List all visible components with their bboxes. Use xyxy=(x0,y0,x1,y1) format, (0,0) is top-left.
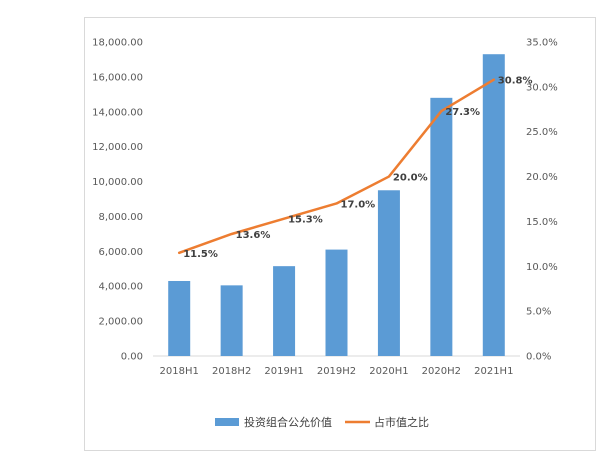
y-left-tick-label: 6,000.00 xyxy=(98,247,143,258)
y-right-tick-label: 0.0% xyxy=(526,352,551,363)
y-right-tick-label: 30.0% xyxy=(526,82,558,93)
line-series-market-share xyxy=(177,78,496,255)
x-tick-label: 2018H2 xyxy=(212,366,251,377)
y-left-tick-label: 10,000.00 xyxy=(92,177,143,188)
bar-2020H2 xyxy=(430,97,453,357)
bar-2021H1 xyxy=(482,54,505,356)
chart-frame xyxy=(84,17,596,451)
legend-label-bar: 投资组合公允价值 xyxy=(244,415,332,429)
line-data-label: 27.3% xyxy=(445,107,480,118)
bar-2019H1 xyxy=(273,266,296,356)
line-data-label: 11.5% xyxy=(183,249,218,260)
x-tick-label: 2019H2 xyxy=(317,366,356,377)
bar-2018H1 xyxy=(168,280,191,356)
x-tick-label: 2019H1 xyxy=(264,366,303,377)
line-data-label: 20.0% xyxy=(393,173,428,184)
y-right-tick-label: 35.0% xyxy=(526,38,558,49)
y-left-tick-label: 14,000.00 xyxy=(92,107,143,118)
x-tick-label: 2020H2 xyxy=(422,366,461,377)
legend-label-line: 占市值之比 xyxy=(374,415,429,429)
bar-2019H2 xyxy=(325,249,348,356)
y-left-tick-label: 12,000.00 xyxy=(92,142,143,153)
x-tick-label: 2018H1 xyxy=(160,366,199,377)
y-left-tick-label: 4,000.00 xyxy=(98,282,143,293)
y-right-tick-label: 20.0% xyxy=(526,172,558,183)
y-right-tick-label: 25.0% xyxy=(526,127,558,138)
line-data-label: 15.3% xyxy=(288,215,323,226)
bar-2020H1 xyxy=(377,190,400,356)
x-tick-label: 2020H1 xyxy=(369,366,408,377)
y-left-tick-label: 16,000.00 xyxy=(92,72,143,83)
y-left-tick-label: 0.00 xyxy=(121,352,143,363)
line-data-label: 17.0% xyxy=(341,199,376,210)
legend-swatch-bar xyxy=(215,418,239,426)
bar-2018H2 xyxy=(220,285,243,356)
y-right-tick-label: 10.0% xyxy=(526,262,558,273)
y-left-tick-label: 18,000.00 xyxy=(92,38,143,49)
line-data-label: 30.8% xyxy=(498,76,533,87)
y-right-tick-label: 5.0% xyxy=(526,307,551,318)
y-right-tick-label: 15.0% xyxy=(526,217,558,228)
y-left-tick-label: 8,000.00 xyxy=(98,212,143,223)
line-data-label: 13.6% xyxy=(236,230,271,241)
x-tick-label: 2021H1 xyxy=(474,366,513,377)
y-left-tick-label: 2,000.00 xyxy=(98,317,143,328)
